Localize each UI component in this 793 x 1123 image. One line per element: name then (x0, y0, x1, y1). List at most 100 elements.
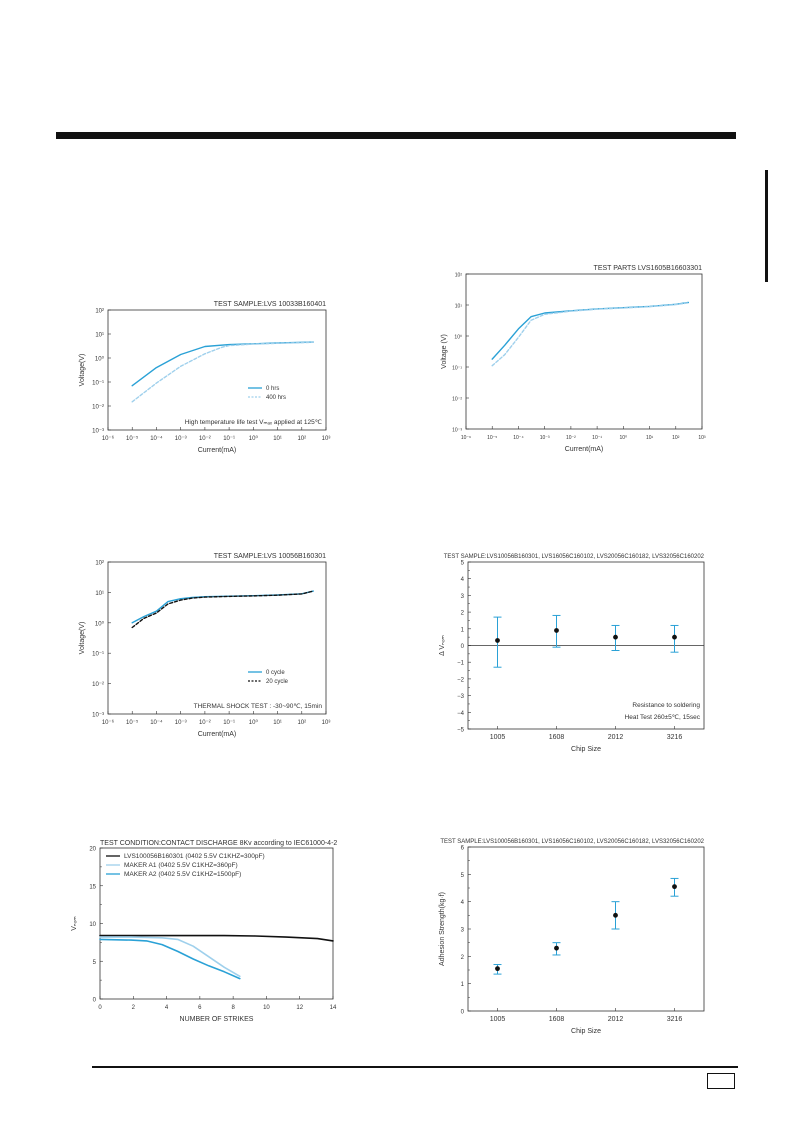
series-line (131, 590, 314, 624)
x-axis-label: NUMBER OF STRIKES (180, 1016, 254, 1023)
page-number-box (707, 1073, 735, 1089)
y-tick-label: 20 (89, 847, 96, 853)
data-point (495, 966, 500, 972)
y-tick-label: 6 (461, 846, 465, 852)
chart-title: TEST CONDITION:CONTACT DISCHARGE 8Kv acc… (100, 840, 337, 847)
x-tick-label: 10⁻⁴ (513, 435, 523, 441)
x-tick-label: 10⁻⁵ (487, 435, 497, 441)
y-tick-label: −3 (457, 694, 465, 700)
side-marker (765, 170, 768, 282)
y-tick-label: 3 (461, 594, 465, 600)
chart-annotation: THERMAL SHOCK TEST : -30~90℃, 15min (194, 703, 323, 710)
x-tick-label: 10⁰ (620, 435, 628, 441)
x-tick-label: 10⁻¹ (223, 720, 235, 726)
y-tick-label: −5 (457, 728, 465, 734)
chart-title: TEST SAMPLE:LVS100056B160301, LVS16056C1… (440, 839, 704, 845)
x-tick-label: 10 (263, 1005, 270, 1011)
y-tick-label: 0 (461, 644, 465, 650)
adhesion-strength-chart: TEST SAMPLE:LVS100056B160301, LVS16056C1… (438, 833, 718, 1035)
y-tick-label: 5 (461, 561, 465, 567)
x-tick-label: 10⁻¹ (223, 436, 235, 442)
y-tick-label: 10² (455, 273, 463, 279)
vi-chart-test-parts: TEST PARTS LVS1605B16603301 10⁻⁶ 10⁻⁵ 10⁻⁴ 1… (436, 262, 716, 462)
series-line (99, 938, 241, 980)
chart-svg: TEST SAMPLE:LVS 10056B160301 10⁻⁶ 10⁻⁵ 10⁻⁴… (79, 553, 331, 738)
data-point (554, 628, 559, 633)
chart-annotation: High temperature life test Vₘₐₓ applied … (185, 419, 323, 426)
y-tick-label: 10⁻³ (452, 428, 462, 434)
x-tick-label: 10⁰ (249, 719, 259, 726)
series-line (99, 936, 241, 978)
plot-frame (107, 561, 327, 715)
series-line (131, 341, 314, 403)
y-tick-label: 10⁻³ (92, 429, 104, 435)
y-tick-label: 10⁻² (452, 397, 462, 403)
y-axis-label: Δ Vₙₒₘ (439, 635, 446, 656)
chart-title: TEST SAMPLE:LVS 10056B160301 (214, 553, 326, 560)
x-tick-label: 10⁻² (199, 436, 211, 442)
y-tick-label: 2 (461, 611, 465, 617)
x-tick-label: 10⁻⁵ (126, 719, 139, 726)
x-tick-label: 10³ (322, 720, 331, 726)
x-tick-label: 10¹ (273, 436, 282, 442)
x-axis-label: Chip Size (571, 746, 601, 753)
x-tick-label: 4 (165, 1005, 169, 1011)
series-line (131, 590, 314, 629)
x-tick-label: 12 (296, 1005, 303, 1011)
y-tick-label: 10⁻² (92, 682, 104, 688)
plot-frame (465, 273, 703, 430)
x-tick-label: 10³ (698, 435, 706, 441)
y-tick-label: 10⁻³ (92, 713, 104, 719)
vi-chart-high-temp: TEST SAMPLE:LVS 10033B160401 10⁻⁶ 10⁻⁵ 10⁻⁴… (56, 268, 341, 454)
header-rule (56, 132, 736, 139)
legend-label: 20 cycle (266, 679, 289, 685)
y-tick-label: 10 (89, 922, 96, 928)
legend-label: 0 cycle (266, 670, 285, 676)
chart-annotation: Resistance to soldering (632, 702, 700, 709)
esd-strike-chart: TEST CONDITION:CONTACT DISCHARGE 8Kv acc… (60, 836, 345, 1026)
x-tick-label: 10⁻³ (540, 435, 550, 441)
y-tick-label: −1 (457, 661, 465, 667)
y-axis-label: Voltage(V) (79, 354, 86, 387)
y-tick-label: 5 (461, 873, 465, 879)
y-tick-label: 10⁻¹ (452, 366, 462, 372)
x-tick-label: 2012 (608, 1016, 624, 1023)
y-tick-label: 15 (89, 884, 96, 890)
y-tick-label: 10⁻² (92, 405, 104, 411)
series-line (131, 341, 314, 387)
x-tick-label: 0 (98, 1005, 102, 1011)
data-point (672, 884, 677, 890)
y-tick-label: 5 (93, 960, 97, 966)
y-tick-label: 1 (461, 627, 465, 633)
y-axis-label: Voltage(V) (79, 622, 86, 655)
legend-label: MAKER A2 (0402 5.5V C1KHZ=1500pF) (124, 871, 241, 878)
y-tick-label: 10¹ (95, 591, 104, 597)
x-tick-label: 10⁻⁴ (150, 435, 163, 442)
x-tick-label: 1005 (490, 1016, 506, 1023)
chart-svg: TEST SAMPLE:LVS10056B160301, LVS16056C16… (439, 554, 705, 753)
plot-frame (107, 309, 327, 431)
series-line (99, 934, 334, 942)
x-tick-label: 10⁻⁶ (102, 719, 115, 726)
legend-label: 400 hrs (266, 395, 286, 401)
legend-label: 0 hrs (266, 386, 279, 392)
x-tick-label: 10⁻⁴ (150, 719, 163, 726)
x-tick-label: 3216 (667, 734, 683, 741)
x-tick-label: 10² (297, 436, 306, 442)
chart-svg: TEST SAMPLE:LVS100056B160301, LVS16056C1… (439, 839, 705, 1035)
x-tick-label: 10² (297, 720, 306, 726)
x-tick-label: 10⁻⁵ (126, 435, 139, 442)
chart-annotation: Heat Test 260±5℃, 15sec (625, 714, 701, 721)
plot-frame (467, 846, 705, 1012)
legend-label: MAKER A1 (0402 5.5V C1KHZ=360pF) (124, 862, 238, 869)
chart-svg: TEST CONDITION:CONTACT DISCHARGE 8Kv acc… (71, 840, 337, 1023)
x-tick-label: 10⁰ (249, 435, 259, 442)
chart-title: TEST SAMPLE:LVS10056B160301, LVS16056C16… (444, 554, 705, 560)
x-tick-label: 2 (132, 1005, 136, 1011)
x-tick-label: 10⁻³ (175, 720, 187, 726)
data-point (613, 634, 618, 640)
vi-chart-thermal-shock: TEST SAMPLE:LVS 10056B160301 10⁻⁶ 10⁻⁵ 10⁻⁴… (56, 549, 341, 739)
data-point (554, 945, 559, 951)
y-axis-label: Adhesion Strength(kg·f) (439, 892, 446, 966)
y-tick-label: 10⁻¹ (92, 652, 104, 658)
